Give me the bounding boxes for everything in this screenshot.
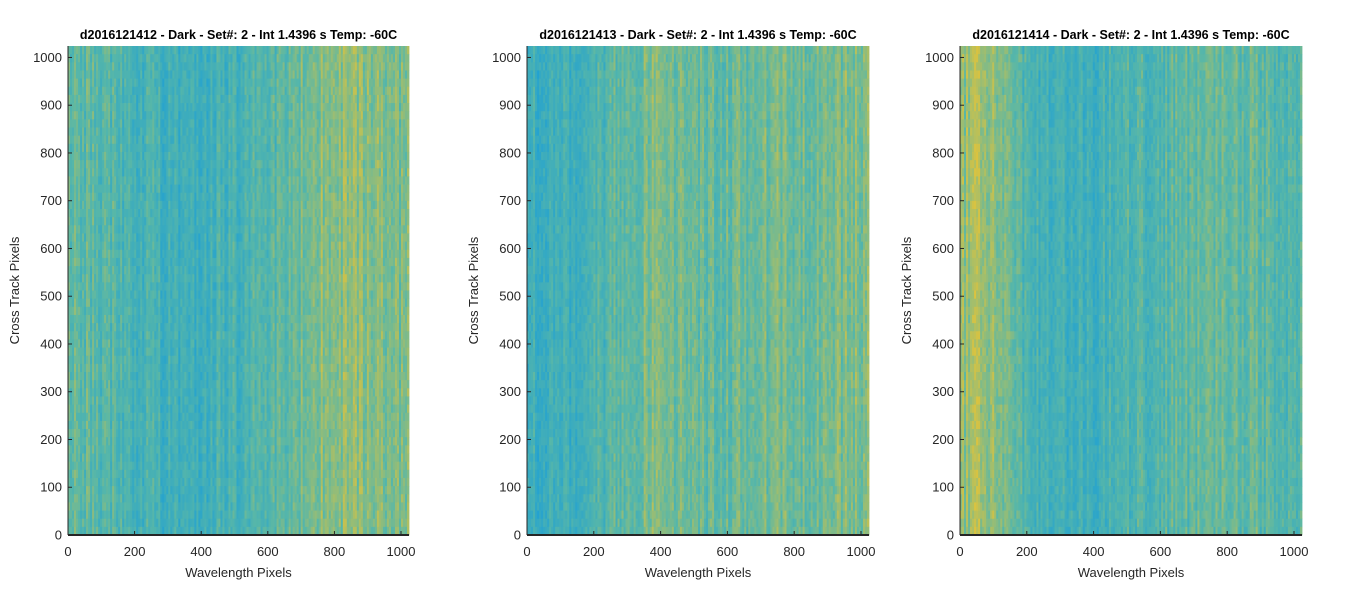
heatmap-panel-1: 0 200 400 600 800 100001002003004005006007008… <box>7 28 415 580</box>
heatmap-cells <box>68 46 409 535</box>
